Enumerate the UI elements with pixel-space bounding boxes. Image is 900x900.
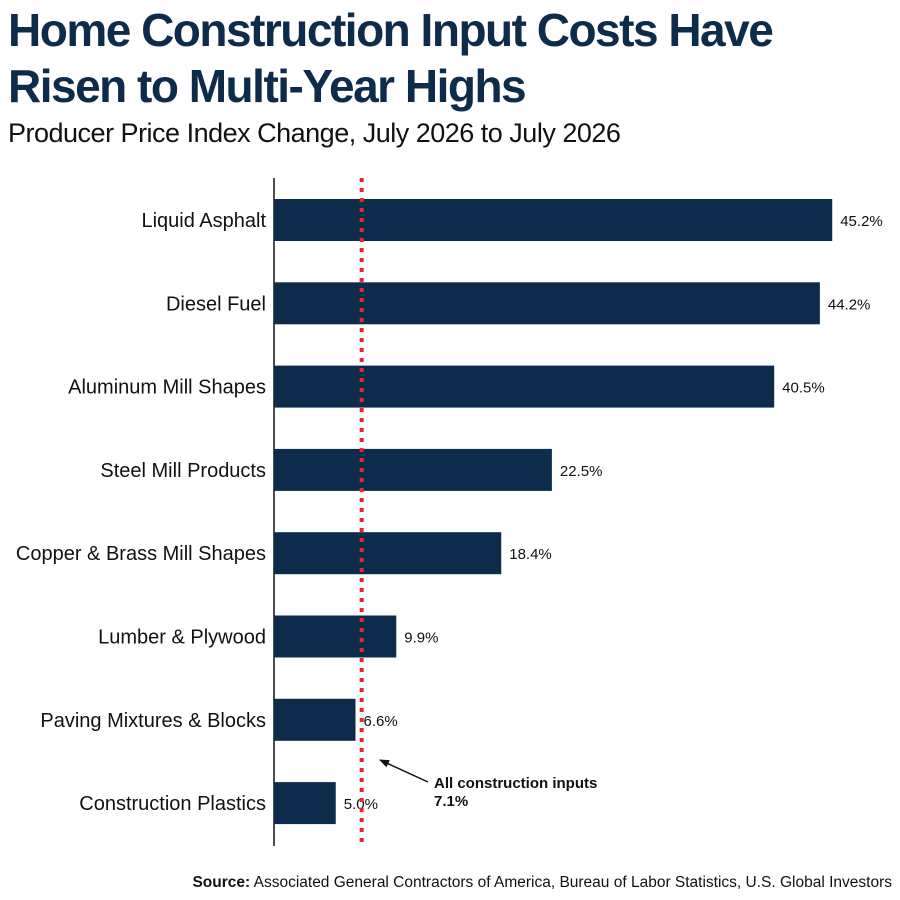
bar-chart: Liquid Asphalt 45.2% Diesel Fuel 44.2% Alumi… (16, 178, 883, 848)
bar (274, 782, 336, 825)
bar (274, 365, 775, 408)
category-label: Copper & Brass Mill Shapes (16, 543, 266, 565)
source-prefix: Source: (192, 874, 251, 891)
category-label: Liquid Asphalt (141, 210, 266, 232)
value-label: 45.2% (840, 213, 883, 230)
category-label: Diesel Fuel (166, 293, 266, 315)
source-note: Source: Associated General Contractors o… (8, 874, 892, 892)
value-label: 9.9% (404, 630, 438, 647)
reference-arrow (379, 759, 429, 783)
bar (274, 199, 833, 241)
chart-title: Home Construction Input Costs Have Risen… (8, 4, 774, 112)
value-label: 44.2% (828, 296, 871, 313)
value-label: 18.4% (509, 546, 552, 563)
category-label: Aluminum Mill Shapes (68, 377, 266, 399)
value-label: 6.6% (364, 713, 398, 730)
reference-label: All construction inputs (434, 775, 597, 792)
reference-value: 7.1% (434, 793, 468, 810)
bar (274, 282, 820, 325)
bar (274, 448, 552, 491)
category-label: Steel Mill Products (100, 460, 266, 482)
chart-subtitle: Producer Price Index Change, July 2026 t… (8, 118, 621, 148)
category-label: Lumber & Plywood (98, 627, 266, 649)
source-text: Associated General Contractors of Americ… (253, 874, 892, 891)
value-label: 40.5% (782, 380, 825, 397)
bar (274, 615, 397, 658)
bar (274, 532, 502, 575)
bars-group: Liquid Asphalt 45.2% Diesel Fuel 44.2% Alumi… (16, 199, 883, 825)
category-label: Paving Mixtures & Blocks (40, 710, 266, 732)
bar (274, 698, 356, 741)
value-label: 22.5% (560, 463, 603, 480)
value-label: 5.0% (344, 796, 378, 813)
category-label: Construction Plastics (79, 793, 266, 815)
